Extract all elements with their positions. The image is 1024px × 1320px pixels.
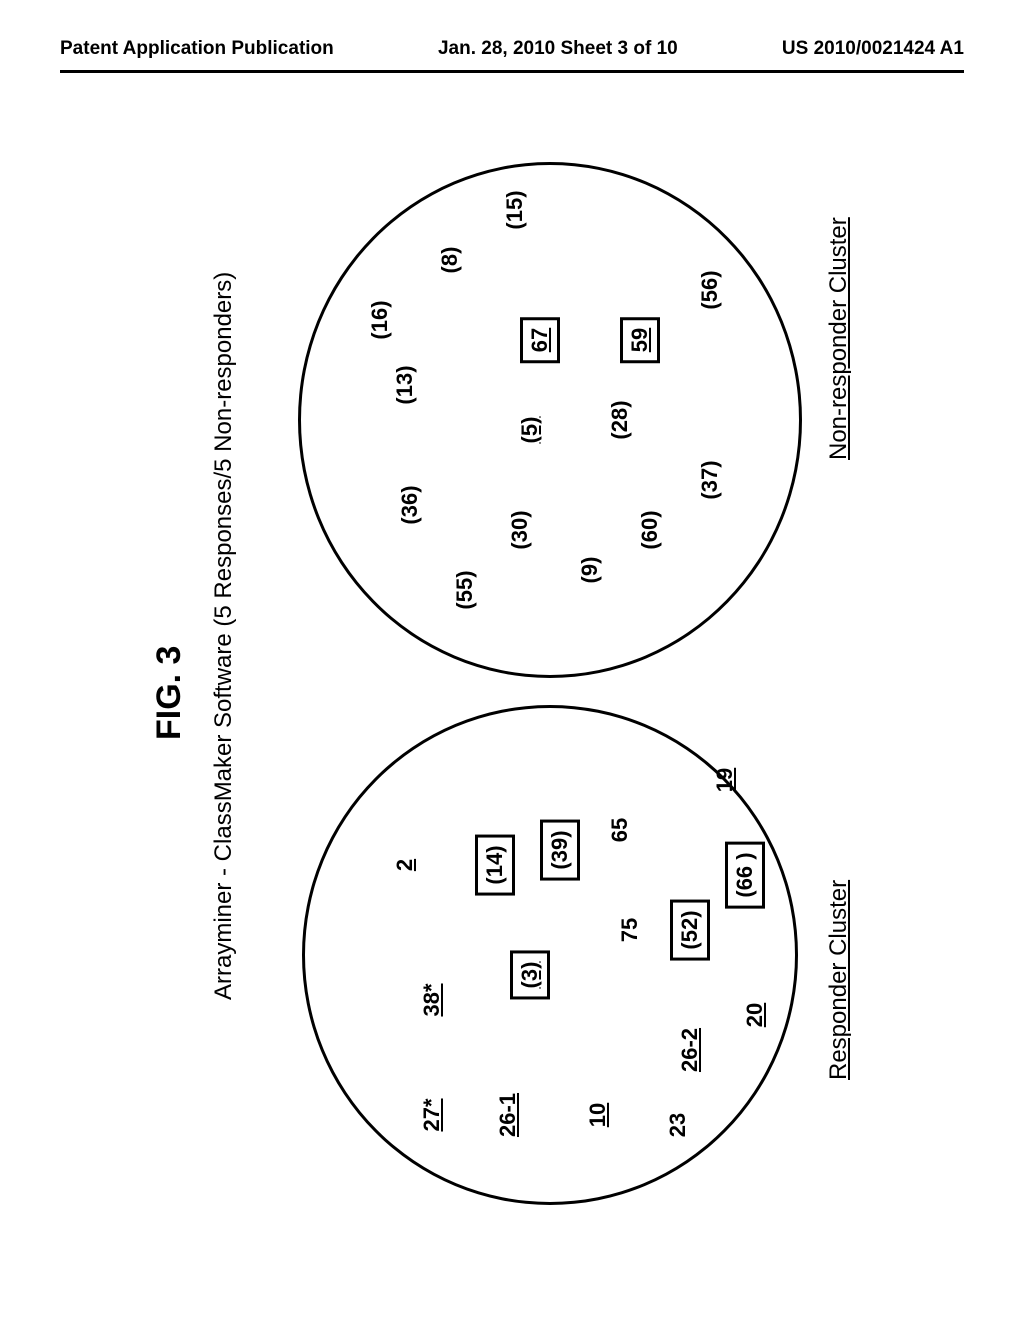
nonresponder-node: (8)	[433, 239, 467, 282]
nonresponder-node: (15)	[498, 182, 532, 237]
responder-node: 10	[581, 1095, 615, 1135]
header-left: Patent Application Publication	[60, 38, 334, 60]
header-right: US 2010/0021424 A1	[782, 38, 964, 60]
figure-canvas: FIG. 3 Arrayminer - ClassMaker Software …	[130, 150, 910, 1210]
responder-node: 75	[613, 910, 647, 950]
nonresponder-node: (36)	[393, 477, 427, 532]
responder-node: 65	[603, 810, 637, 850]
responder-node: 2	[388, 851, 422, 879]
nonresponder-node: (55)	[448, 562, 482, 617]
nonresponder-node: (28)	[603, 392, 637, 447]
responder-node: 27*	[415, 1090, 449, 1139]
responder-node: 19	[708, 760, 742, 800]
header-center: Jan. 28, 2010 Sheet 3 of 10	[438, 38, 678, 60]
figure-label: FIG. 3	[150, 646, 189, 740]
page-header: Patent Application Publication Jan. 28, …	[0, 38, 1024, 73]
nonresponder-node: 67	[520, 317, 560, 363]
responder-node: (3)	[510, 951, 550, 1000]
responder-node: (52)	[670, 899, 710, 960]
nonresponder-node: (56)	[693, 262, 727, 317]
responder-node: 20	[738, 995, 772, 1035]
responder-node: 26-2	[673, 1020, 707, 1080]
responder-node: (39)	[540, 819, 580, 880]
nonresponder-node: (30)	[503, 502, 537, 557]
nonresponder-node: (13)	[388, 357, 422, 412]
nonresponder-cluster-ellipse	[298, 162, 802, 678]
nonresponder-node: (9)	[573, 549, 607, 592]
header-row: Patent Application Publication Jan. 28, …	[60, 38, 964, 60]
responder-node: (66 )	[725, 841, 765, 908]
nonresponder-node: (16)	[363, 292, 397, 347]
responder-cluster-label: Responder Cluster	[825, 880, 853, 1080]
responder-node: 26-1	[491, 1085, 525, 1145]
header-divider	[60, 70, 964, 73]
responder-node: 23	[661, 1105, 695, 1145]
nonresponder-node: 59	[620, 317, 660, 363]
figure-stage: FIG. 3 Arrayminer - ClassMaker Software …	[0, 290, 1024, 1070]
nonresponder-node: (5)	[513, 409, 547, 452]
nonresponder-cluster-label: Non-responder Cluster	[825, 217, 853, 460]
responder-node: (14)	[475, 834, 515, 895]
figure-subtitle: Arrayminer - ClassMaker Software (5 Resp…	[210, 272, 238, 1000]
responder-node: 38*	[415, 975, 449, 1024]
nonresponder-node: (60)	[633, 502, 667, 557]
nonresponder-node: (37)	[693, 452, 727, 507]
